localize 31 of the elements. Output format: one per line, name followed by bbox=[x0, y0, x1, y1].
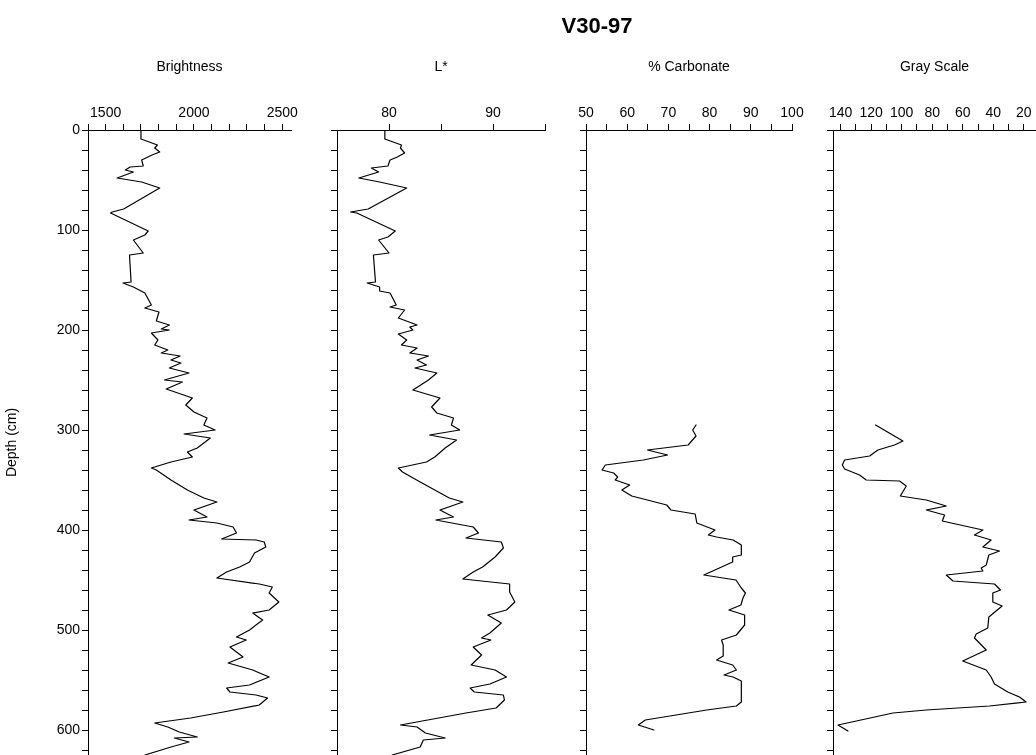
y-tick-label: 400 bbox=[56, 520, 81, 537]
x-axis-title: % Carbonate bbox=[648, 58, 731, 75]
y-tick-label: 200 bbox=[56, 320, 81, 337]
x-tick-label: 80 bbox=[701, 104, 718, 121]
x-axis-title: L* bbox=[434, 58, 449, 75]
x-tick-label: 140 bbox=[828, 104, 853, 121]
y-tick-label: 500 bbox=[56, 620, 81, 637]
x-axis-title: Gray Scale bbox=[899, 58, 970, 75]
y-axis-title: Depth (cm) bbox=[3, 407, 20, 478]
x-tick-label: 100 bbox=[780, 104, 804, 121]
x-tick-label: 1500 bbox=[90, 104, 122, 121]
x-tick-label: 120 bbox=[859, 104, 884, 121]
y-tick-label: 300 bbox=[56, 420, 81, 437]
x-tick-label: 50 bbox=[578, 104, 594, 121]
y-tick-label: 600 bbox=[56, 720, 81, 737]
x-tick-label: 40 bbox=[985, 104, 1002, 121]
chart-title: V30-97 bbox=[561, 13, 633, 39]
x-tick-label: 90 bbox=[743, 104, 759, 121]
x-tick-label: 20 bbox=[1016, 104, 1032, 121]
x-tick-label: 70 bbox=[660, 104, 677, 121]
x-tick-label: 80 bbox=[381, 104, 397, 121]
x-tick-label: 100 bbox=[890, 104, 914, 121]
y-tick-label: 0 bbox=[72, 120, 81, 137]
x-tick-label: 80 bbox=[924, 104, 941, 121]
x-axis-title: Brightness bbox=[156, 58, 223, 75]
x-tick-label: 60 bbox=[954, 104, 971, 121]
x-tick-label: 2000 bbox=[178, 104, 210, 121]
y-tick-label: 100 bbox=[56, 220, 81, 237]
x-tick-label: 60 bbox=[619, 104, 636, 121]
x-tick-label: 2500 bbox=[266, 104, 298, 121]
x-tick-label: 90 bbox=[485, 104, 501, 121]
